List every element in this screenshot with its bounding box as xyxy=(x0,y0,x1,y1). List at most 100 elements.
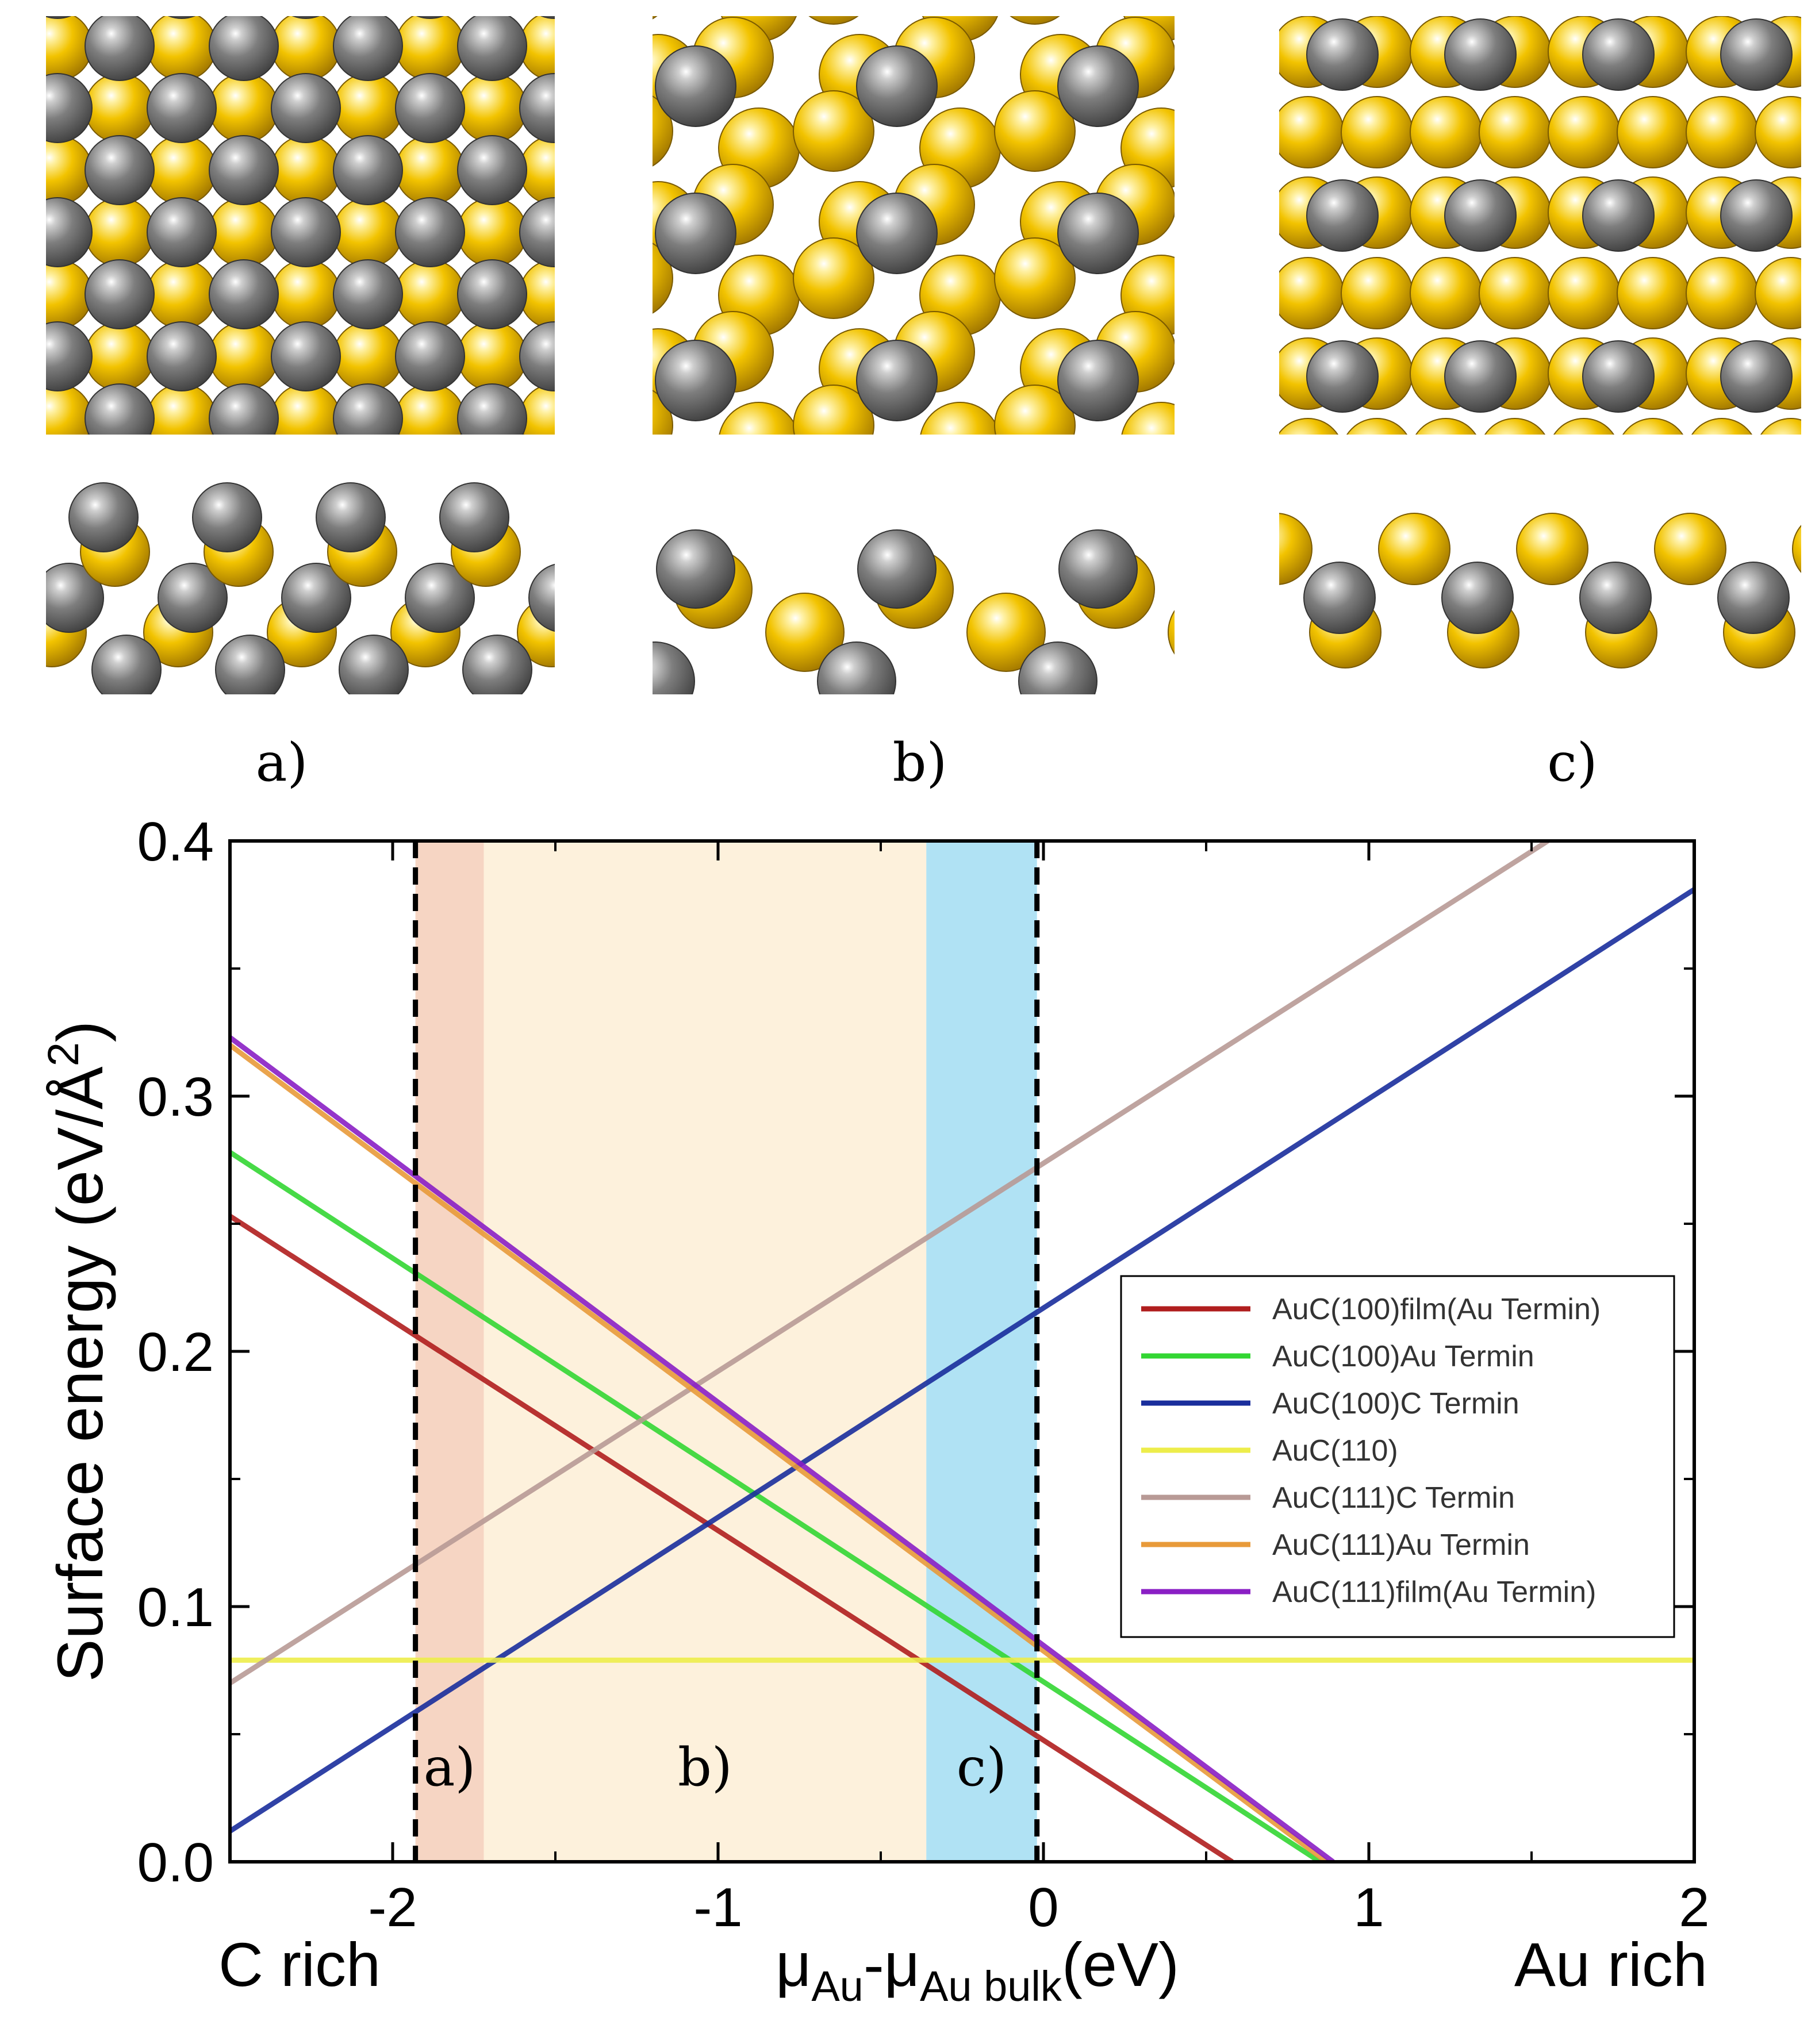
carbon-atom xyxy=(457,16,527,81)
gold-atom xyxy=(1792,525,1801,573)
gold-atom xyxy=(994,90,1076,172)
region-label: a) xyxy=(424,1736,476,1798)
carbon-atom xyxy=(158,563,228,633)
carbon-atom xyxy=(1169,341,1240,412)
region-labels: a) b) c) xyxy=(424,1736,1007,1798)
gold-atom xyxy=(209,73,279,143)
carbon-atom xyxy=(416,16,444,19)
gold-atom xyxy=(85,321,155,391)
gold-atom xyxy=(1484,418,1546,435)
surface-energy-chart: a) b) c) 0.0 0.1 0.2 0.3 0.4 -2 -1 0 1 2 Surface e… xyxy=(39,811,1710,2010)
x-tick-label: 1 xyxy=(1353,1877,1384,1938)
series-line xyxy=(230,1150,1322,1862)
gold-atom xyxy=(1799,385,1819,466)
gold-atom xyxy=(994,237,1076,319)
gold-atom xyxy=(46,135,93,205)
phase-region xyxy=(415,841,484,1862)
y-axis-label-close: ) xyxy=(44,1021,116,1042)
carbon-atom xyxy=(1220,642,1298,720)
x-axis-label-mu: μ xyxy=(776,1930,811,1999)
gold-atom xyxy=(0,198,30,267)
gold-atom xyxy=(765,593,845,672)
gold-atom xyxy=(1279,257,1344,329)
carbon-atom xyxy=(333,259,403,329)
carbon-atom xyxy=(316,482,386,552)
gold-atom xyxy=(1168,610,1175,655)
gold-atom xyxy=(1010,16,1060,25)
carbon-atom xyxy=(91,635,162,694)
gold-atom xyxy=(105,16,134,19)
legend-label: AuC(111)Au Termin xyxy=(1272,1528,1530,1562)
gold-atom xyxy=(1279,513,1313,585)
carbon-atom xyxy=(333,383,403,435)
carbon-atom xyxy=(1306,340,1379,413)
gold-atom xyxy=(1272,0,1344,7)
gold-atom xyxy=(1755,0,1819,7)
gold-atom xyxy=(271,259,341,329)
carbon-atom xyxy=(457,383,527,435)
gold-atom xyxy=(85,73,155,143)
gold-atom xyxy=(1686,257,1758,329)
x-tick-label: 0 xyxy=(1028,1877,1058,1938)
carbon-atom xyxy=(215,635,285,694)
panel-c-top-view xyxy=(1169,0,1819,435)
carbon-atom xyxy=(1582,340,1655,413)
legend-label: AuC(110) xyxy=(1272,1434,1398,1467)
axis-ticks xyxy=(229,839,1696,1864)
carbon-atom xyxy=(68,482,139,552)
gold-atom xyxy=(1341,96,1413,168)
carbon-atom xyxy=(582,260,651,329)
gold-atom xyxy=(1617,0,1688,7)
gold-atom xyxy=(0,322,30,391)
carbon-atom xyxy=(519,321,555,391)
carbon-atom xyxy=(147,73,217,143)
carbon-atom xyxy=(856,45,938,127)
carbon-atom xyxy=(46,197,93,267)
gold-atom xyxy=(1686,96,1758,168)
carbon-atom xyxy=(1303,562,1376,634)
gold-atom xyxy=(1095,459,1176,539)
gold-atom xyxy=(920,402,1000,435)
carbon-atom xyxy=(540,16,555,19)
carbon-atom xyxy=(528,563,555,632)
gold-atom xyxy=(478,16,506,19)
legend-label: AuC(100)C Termin xyxy=(1272,1387,1519,1420)
carbon-atom xyxy=(586,635,655,704)
gold-atom xyxy=(1686,0,1757,7)
panel-a-side-view xyxy=(46,482,655,704)
gold-atom xyxy=(1196,0,1276,24)
gold-atom xyxy=(1760,418,1801,435)
gold-atom xyxy=(1410,96,1482,168)
gold-atom xyxy=(46,259,93,329)
carbon-atom xyxy=(1720,179,1793,252)
carbon-atom xyxy=(1720,340,1793,413)
gold-atom xyxy=(1322,402,1403,483)
gold-atom xyxy=(1755,257,1801,329)
gold-atom xyxy=(693,459,773,539)
gold-atom xyxy=(719,402,799,435)
x-axis-label-unit: (eV) xyxy=(1062,1930,1179,1999)
legend-label: AuC(111)C Termin xyxy=(1272,1481,1515,1515)
gold-atom xyxy=(1203,258,1275,329)
gold-atom xyxy=(966,593,1046,672)
carbon-atom xyxy=(655,340,736,421)
carbon-atom xyxy=(1444,18,1517,91)
gold-atom xyxy=(1755,96,1801,168)
gold-atom xyxy=(653,16,658,20)
carbon-atom xyxy=(281,563,351,633)
series-line xyxy=(230,1043,1329,1862)
carbon-atom xyxy=(457,135,527,205)
gold-atom xyxy=(1296,459,1377,539)
gold-atom xyxy=(1279,418,1339,435)
carbon-atom xyxy=(46,73,93,143)
carbon-atom xyxy=(85,259,155,329)
gold-atom xyxy=(457,73,527,143)
gold-atom xyxy=(395,16,465,81)
gold-atom xyxy=(333,73,403,143)
carbon-atom xyxy=(1057,45,1139,127)
carbon-atom xyxy=(1582,18,1655,91)
carbon-atom xyxy=(395,197,465,267)
phase-region xyxy=(483,841,927,1862)
y-tick-label: 0.4 xyxy=(137,811,214,873)
